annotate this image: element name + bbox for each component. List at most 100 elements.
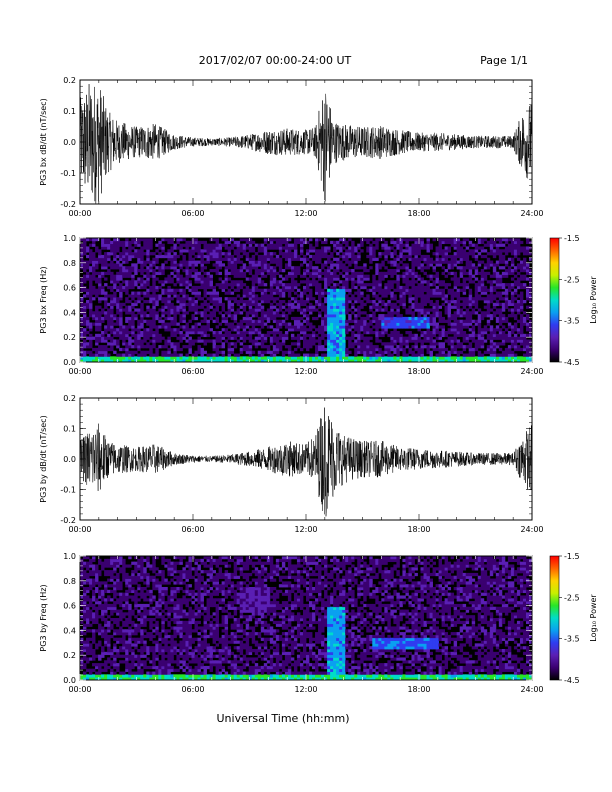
spectrogram-cell xyxy=(492,252,497,256)
spectrogram-cell xyxy=(80,578,84,582)
spectrogram-cell xyxy=(158,345,162,349)
spectrogram-cell xyxy=(387,353,391,357)
spectrogram-cell xyxy=(330,342,334,346)
spectrogram-cell xyxy=(218,300,223,304)
spectrogram-cell xyxy=(324,252,328,256)
spectrogram-cell xyxy=(495,356,500,360)
spectrogram-cell xyxy=(345,269,349,273)
spectrogram-cell xyxy=(170,359,174,363)
spectrogram-cell xyxy=(176,322,180,326)
spectrogram-cell xyxy=(272,305,277,309)
spectrogram-cell xyxy=(248,311,253,315)
spectrogram-cell xyxy=(125,266,129,270)
spectrogram-cell xyxy=(426,294,430,298)
spectrogram-cell xyxy=(465,300,470,304)
spectrogram-cell xyxy=(248,291,253,295)
spectrogram-cell xyxy=(86,263,90,267)
spectrogram-cell xyxy=(372,288,376,292)
spectrogram-cell xyxy=(366,350,370,354)
spectrogram-cell xyxy=(233,280,238,284)
spectrogram-cell xyxy=(149,311,153,315)
spectrogram-cell xyxy=(236,339,241,343)
spectrogram-cell xyxy=(125,342,129,346)
spectrogram-cell xyxy=(339,322,343,326)
spectrogram-cell xyxy=(372,249,376,253)
spectrogram-cell xyxy=(227,283,232,287)
spectrogram-cell xyxy=(405,325,409,329)
spectrogram-cell xyxy=(272,319,277,323)
spectrogram-cell xyxy=(483,274,488,278)
spectrogram-cell xyxy=(266,269,271,273)
spectrogram-cell xyxy=(414,319,418,323)
spectrogram-cell xyxy=(318,257,322,261)
spectrogram-cell xyxy=(215,269,220,273)
spectrogram-cell xyxy=(324,285,328,290)
spectrogram-cell xyxy=(167,339,171,343)
spectrogram-cell xyxy=(224,277,229,281)
spectrogram-cell xyxy=(393,333,397,338)
spectrogram-cell xyxy=(206,319,210,323)
spectrogram-cell xyxy=(140,302,144,307)
spectrogram-cell xyxy=(206,297,210,301)
spectrogram-cell xyxy=(528,257,533,261)
spectrogram-cell xyxy=(444,305,449,309)
spectrogram-cell xyxy=(299,302,304,307)
spectrogram-cell xyxy=(327,359,331,363)
spectrogram-cell xyxy=(438,283,442,287)
spectrogram-cell xyxy=(278,314,283,318)
spectrogram-cell xyxy=(417,325,421,329)
spectrogram-cell xyxy=(92,238,96,242)
spectrogram-cell xyxy=(306,280,310,284)
spectrogram-cell xyxy=(333,314,337,318)
spectrogram-cell xyxy=(269,339,274,343)
spectrogram-cell xyxy=(131,319,135,323)
spectrogram-cell xyxy=(510,336,515,340)
spectrogram-cell xyxy=(354,249,358,253)
spectrogram-cell xyxy=(86,271,90,276)
spectrogram-cell xyxy=(342,333,346,338)
spectrogram-cell xyxy=(248,288,253,292)
spectrogram-cell xyxy=(462,288,467,292)
spectrogram-cell xyxy=(230,302,235,307)
spectrogram-cell xyxy=(456,288,461,292)
spectrogram-cell xyxy=(471,311,476,315)
spectrogram-cell xyxy=(453,257,458,261)
spectrogram-cell xyxy=(101,333,105,338)
spectrogram-cell xyxy=(330,254,334,259)
spectrogram-cell xyxy=(525,288,530,292)
spectrogram-cell xyxy=(125,285,129,290)
spectrogram-cell xyxy=(519,336,524,340)
spectrogram-cell xyxy=(116,345,120,349)
spectrogram-cell xyxy=(378,353,382,357)
spectrogram-cell xyxy=(215,291,220,295)
spectrogram-cell xyxy=(209,305,213,309)
spectrogram-cell xyxy=(119,353,123,357)
spectrogram-cell xyxy=(447,238,452,242)
spectrogram-cell xyxy=(137,311,141,315)
spectrogram-cell xyxy=(92,336,96,340)
spectrogram-cell xyxy=(263,288,268,292)
spectrogram-cell xyxy=(272,347,277,352)
spectrogram-cell xyxy=(158,308,162,312)
spectrogram-cell xyxy=(233,260,238,264)
y-tick-label: -0.1 xyxy=(60,486,76,495)
spectrogram-cell xyxy=(152,263,156,267)
spectrogram-cell xyxy=(269,243,274,247)
spectrogram-cell xyxy=(435,252,439,256)
spectrogram-cell xyxy=(435,331,439,335)
spectrogram-cell xyxy=(272,339,277,343)
spectrogram-cell xyxy=(224,274,229,278)
spectrogram-cell xyxy=(212,263,216,267)
spectrogram-cell xyxy=(348,319,352,323)
spectrogram-cell xyxy=(426,359,430,363)
spectrogram-cell xyxy=(438,311,442,315)
spectrogram-cell xyxy=(510,249,515,253)
spectrogram-cell xyxy=(272,353,277,357)
spectrogram-cell xyxy=(260,356,265,360)
spectrogram-cell xyxy=(134,294,138,298)
spectrogram-cell xyxy=(510,277,515,281)
spectrogram-cell xyxy=(137,252,141,256)
spectrogram-cell xyxy=(257,246,262,250)
spectrogram-cell xyxy=(510,311,515,315)
spectrogram-cell xyxy=(281,311,286,315)
